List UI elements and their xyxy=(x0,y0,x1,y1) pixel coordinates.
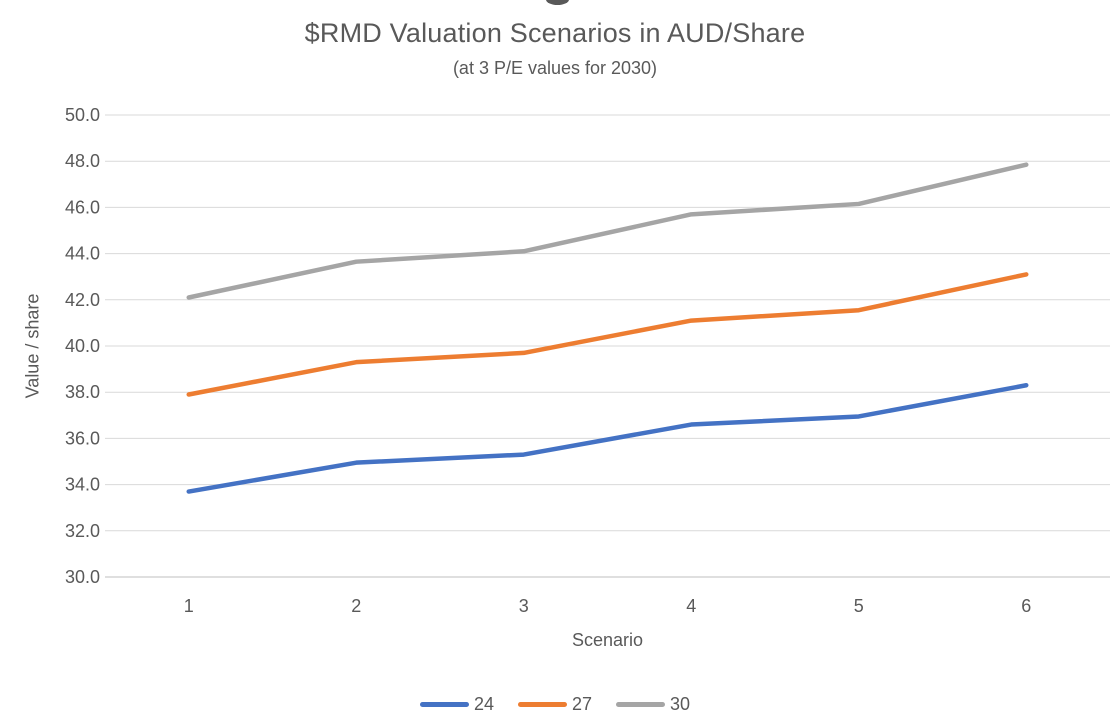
legend-item-24: 24 xyxy=(419,694,494,715)
y-tick-label: 38.0 xyxy=(65,382,100,402)
legend-label: 24 xyxy=(473,694,494,714)
legend-line-swatch xyxy=(419,702,469,707)
legend-line-swatch xyxy=(616,702,666,707)
y-tick-label: 48.0 xyxy=(65,151,100,171)
series-line-27 xyxy=(186,272,1029,397)
series-line-30 xyxy=(186,162,1029,300)
legend: 24 27 30 xyxy=(0,694,1110,715)
x-tick-label: 3 xyxy=(519,596,529,616)
chart-subtitle: (at 3 P/E values for 2030) xyxy=(452,58,658,78)
y-tick-label: 40.0 xyxy=(65,336,100,356)
x-tick-label: 4 xyxy=(686,596,696,616)
y-tick-label: 34.0 xyxy=(65,475,100,495)
x-tick-label: 5 xyxy=(854,596,864,616)
y-tick-label: 46.0 xyxy=(65,197,100,217)
x-tick-label: 1 xyxy=(184,596,194,616)
legend-label: 30 xyxy=(670,694,691,714)
series-line-24 xyxy=(186,383,1029,494)
y-tick-label: 42.0 xyxy=(65,290,100,310)
y-tick-label: 36.0 xyxy=(65,428,100,448)
y-tick-label: 44.0 xyxy=(65,244,100,264)
y-tick-label: 30.0 xyxy=(65,567,100,587)
y-tick-label: 32.0 xyxy=(65,521,100,541)
chart-title: $RMD Valuation Scenarios in AUD/Share xyxy=(304,18,806,48)
y-tick-label: 50.0 xyxy=(65,105,100,125)
legend-label: 27 xyxy=(571,694,593,714)
legend-item-30: 30 xyxy=(616,694,690,715)
x-tick-label: 2 xyxy=(351,596,361,616)
cropped-text-artifact xyxy=(546,0,569,5)
x-axis-title: Scenario xyxy=(571,630,644,650)
x-tick-label: 6 xyxy=(1021,596,1031,616)
legend-line-swatch xyxy=(517,702,567,707)
legend-item-27: 27 xyxy=(517,694,593,715)
